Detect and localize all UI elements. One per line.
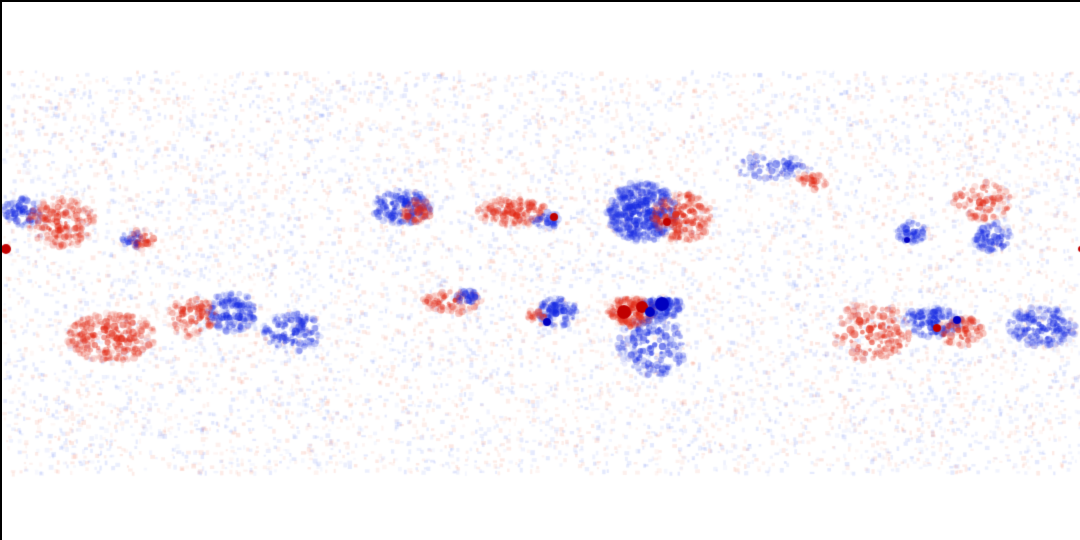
- magnetogram-map-canvas: [2, 2, 1080, 540]
- magnetogram-map-frame: [0, 0, 1080, 540]
